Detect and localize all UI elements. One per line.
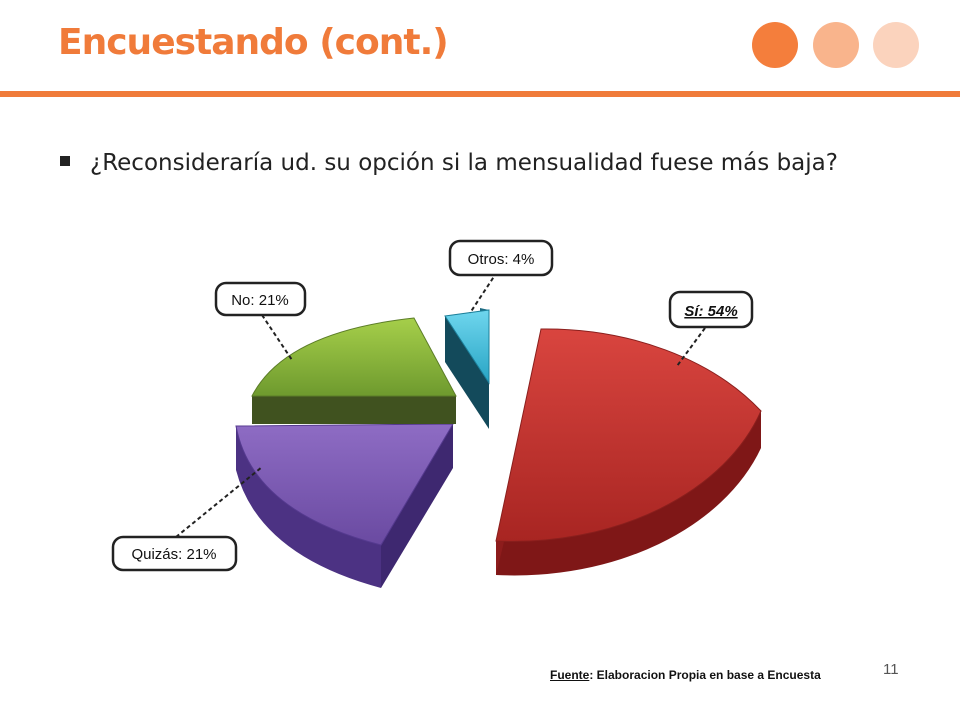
leader-line-otros	[469, 271, 498, 314]
callout-otros-box	[448, 239, 554, 277]
decor-circle-light	[873, 22, 919, 68]
title-underline	[0, 91, 960, 97]
callout-si: Sí: 54%	[668, 290, 754, 329]
bullet-item: ¿Reconsideraría ud. su opción si la mens…	[60, 150, 838, 176]
pie-slice-no-top	[251, 317, 457, 397]
callout-no: No: 21%	[214, 281, 307, 317]
source-text: : Elaboracion Propia en base a Encuesta	[589, 668, 821, 682]
survey-question: ¿Reconsideraría ud. su opción si la mens…	[90, 150, 838, 176]
pie-slice-quizas-side	[236, 426, 381, 588]
pie-slice-si	[495, 328, 762, 576]
pie-slice-quizas-top	[235, 423, 454, 546]
data-label-no: No: 21%	[231, 292, 289, 309]
slide-title: Encuestando (cont.)	[58, 22, 449, 63]
pie-slice-quizas-depth	[381, 424, 453, 588]
callout-no-box	[214, 281, 307, 317]
source-label: Fuente	[550, 668, 590, 682]
pie-slice-otros-top	[444, 309, 490, 385]
pie-slice-no-side	[252, 396, 456, 424]
pie-slice-otros	[444, 308, 490, 429]
pie-slice-si-top	[495, 328, 762, 542]
page-number: 11	[883, 661, 899, 678]
data-label-quizas: Quizás: 21%	[131, 546, 216, 563]
callout-otros: Otros: 4%	[448, 239, 554, 277]
decor-circle-dark	[752, 22, 798, 68]
pie-slice-otros-depth	[445, 316, 489, 429]
leader-line-quizas	[175, 466, 263, 538]
callout-quizas-box	[111, 535, 238, 572]
decor-circle-medium	[813, 22, 859, 68]
leader-line-no	[261, 314, 293, 361]
data-label-otros: Otros: 4%	[468, 251, 535, 268]
data-label-si: Sí: 54%	[684, 303, 737, 320]
pie-slice-no	[251, 317, 457, 424]
source-note: Fuente: Elaboracion Propia en base a Enc…	[550, 668, 821, 682]
pie-slice-quizas	[235, 423, 454, 588]
callout-quizas: Quizás: 21%	[111, 535, 238, 572]
leader-line-si	[676, 327, 706, 367]
pie-slice-si-side	[496, 329, 761, 576]
square-bullet-icon	[60, 155, 70, 166]
callout-si-box	[668, 290, 754, 329]
